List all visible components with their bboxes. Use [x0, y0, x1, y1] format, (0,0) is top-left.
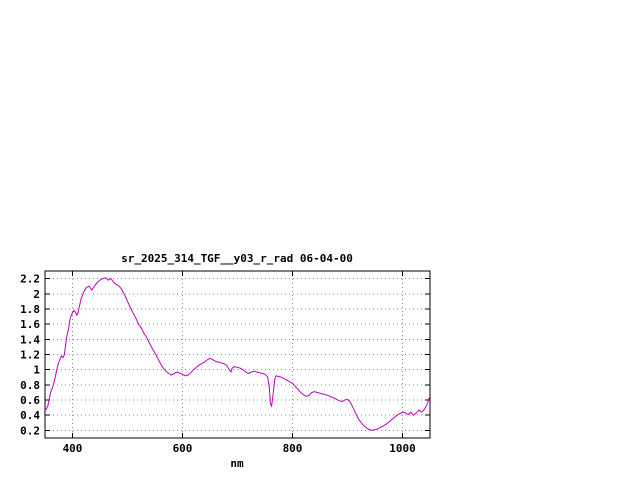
y-tick-label: 2.2	[20, 273, 40, 286]
y-tick-label: 0.2	[20, 424, 40, 437]
y-tick-label: 0.6	[20, 394, 40, 407]
chart-grid	[45, 271, 430, 438]
x-tick-label: 1000	[389, 442, 416, 455]
tick-labels: 400 600 800 1000 0.2 0.4 0.6 0.8 1 1.2 1.4 1.6 1.8 2 2…	[20, 273, 416, 455]
y-tick-label: 1.6	[20, 318, 40, 331]
x-tick-label: 400	[63, 442, 83, 455]
y-tick-label: 1.8	[20, 303, 40, 316]
data-line-layer	[44, 277, 431, 431]
x-tick-label: 800	[283, 442, 303, 455]
y-tick-label: 0.8	[20, 379, 40, 392]
y-tick-label: 2	[33, 288, 40, 301]
plot-border	[44, 270, 431, 439]
x-tick-label: 600	[173, 442, 193, 455]
chart-title: sr_2025_314_TGF__y03_r_rad 06-04-00	[121, 252, 353, 265]
y-tick-label: 1.2	[20, 349, 40, 362]
y-tick-label: 0.4	[20, 409, 40, 422]
y-tick-label: 1.4	[20, 333, 40, 346]
series-line	[44, 277, 431, 431]
x-axis-label: nm	[230, 457, 244, 470]
chart-ticks	[45, 271, 430, 438]
y-tick-label: 1	[33, 364, 40, 377]
